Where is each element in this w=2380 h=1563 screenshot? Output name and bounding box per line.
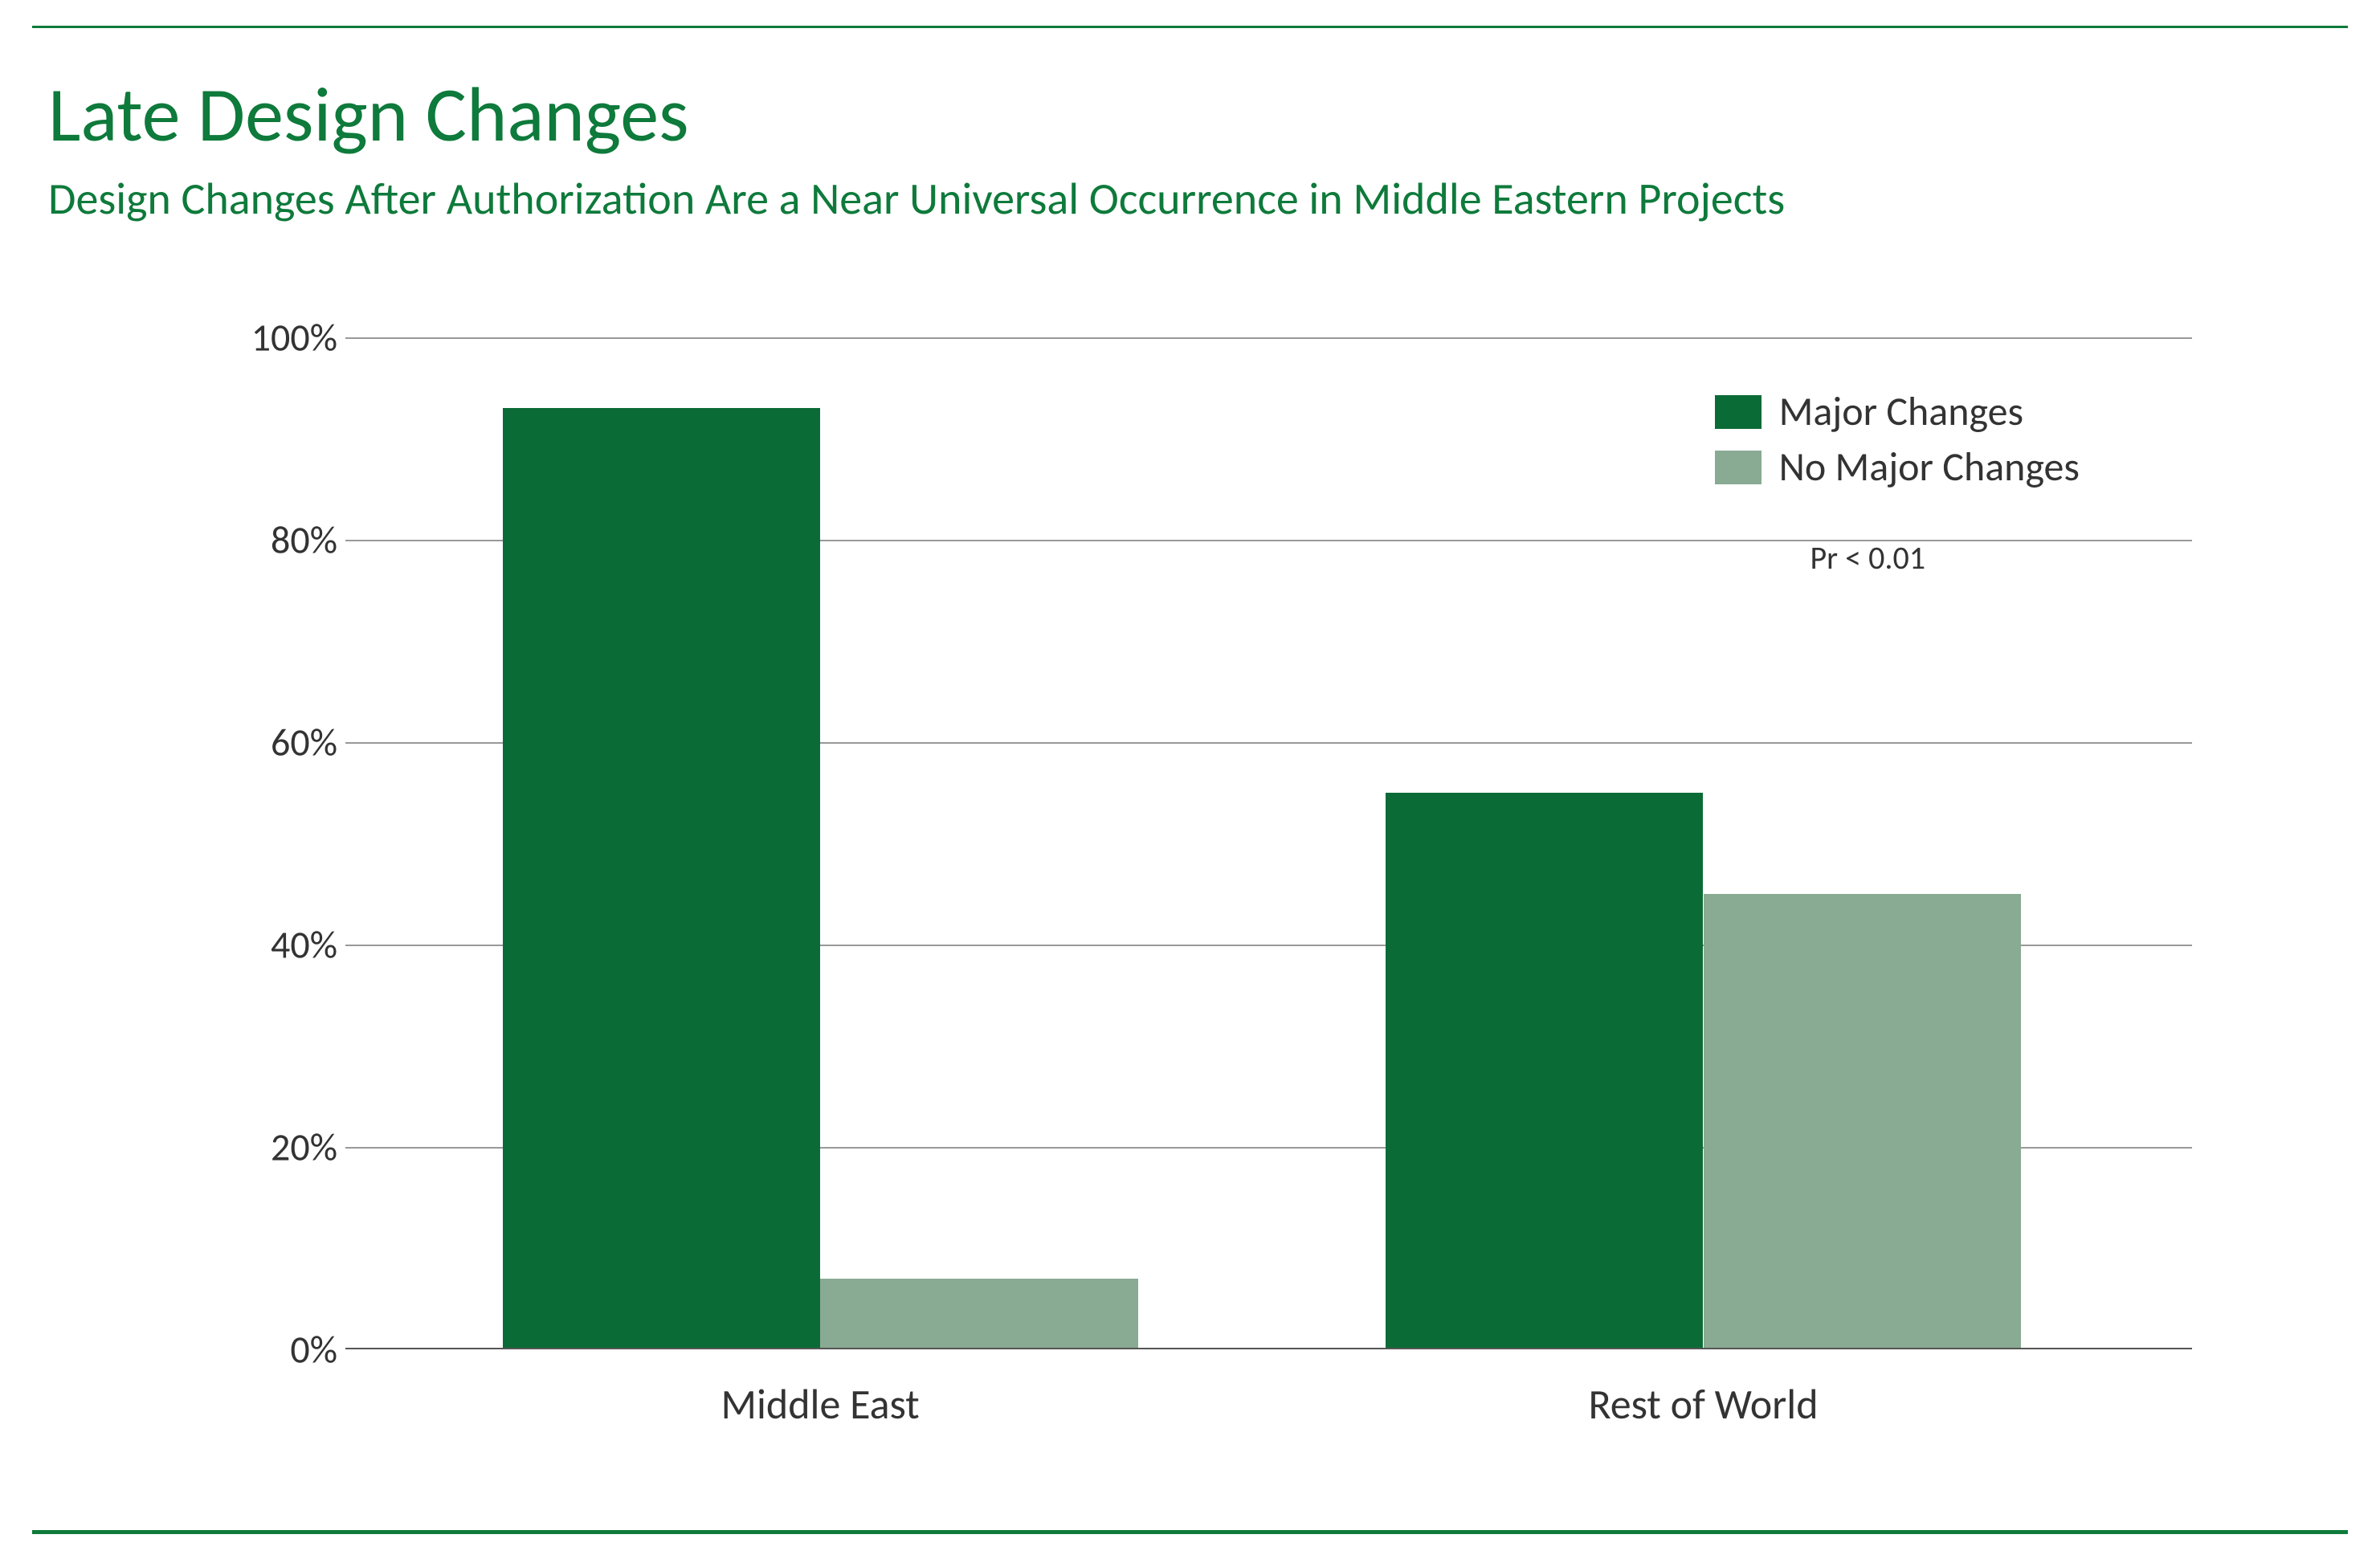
top-rule <box>32 26 2348 28</box>
legend: Major Changes No Major Changes <box>1715 381 2080 498</box>
chart: 0%20%40%60%80%100% Major ChangesNo Major… <box>137 321 2241 1470</box>
ytick-label: 80% <box>271 516 337 564</box>
bar <box>1704 894 2022 1349</box>
pvalue-annotation: Pr < 0.01 <box>1810 538 1925 577</box>
plot-area: Major Changes No Major Changes Pr < 0.01 <box>345 337 2193 1349</box>
ytick-label: 100% <box>251 314 337 361</box>
gridline <box>345 337 2192 339</box>
legend-swatch <box>1715 451 1762 484</box>
bar <box>1386 793 1704 1349</box>
axis-baseline <box>345 1348 2192 1349</box>
legend-item: Major Changes <box>1715 387 2080 436</box>
bottom-rule <box>32 1530 2348 1534</box>
slide-subtitle: Design Changes After Authorization Are a… <box>48 172 1785 226</box>
ytick-label: 20% <box>271 1124 337 1171</box>
xtick-label: Rest of World <box>1588 1378 1818 1430</box>
legend-label: No Major Changes <box>1779 443 2080 492</box>
ytick-label: 60% <box>271 719 337 766</box>
ytick-label: 40% <box>271 921 337 969</box>
bar <box>503 408 821 1349</box>
bar <box>820 1279 1138 1349</box>
legend-item: No Major Changes <box>1715 443 2080 492</box>
legend-swatch <box>1715 395 1762 429</box>
xtick-label: Middle East <box>721 1378 919 1430</box>
slide: Late Design Changes Design Changes After… <box>0 0 2380 1563</box>
legend-label: Major Changes <box>1779 387 2023 436</box>
title-block: Late Design Changes Design Changes After… <box>48 72 1785 226</box>
slide-title: Late Design Changes <box>48 72 1785 157</box>
ytick-label: 0% <box>290 1326 337 1373</box>
